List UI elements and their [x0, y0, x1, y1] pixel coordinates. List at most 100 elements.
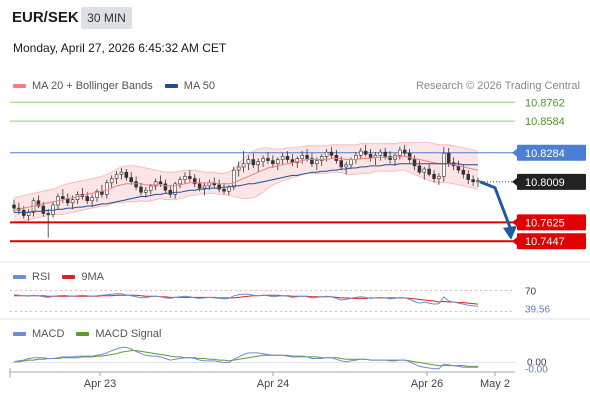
- candle-body: [417, 165, 422, 173]
- macd-swatch: [13, 332, 26, 336]
- candle-body: [407, 152, 412, 160]
- candle-body: [148, 185, 153, 191]
- candle-body: [471, 179, 475, 183]
- candle-body: [105, 182, 109, 195]
- candle-body: [256, 161, 260, 166]
- candle-body: [432, 174, 436, 179]
- candle-body: [12, 204, 16, 209]
- rsi-ma-swatch: [62, 275, 76, 279]
- candle-body: [319, 156, 324, 161]
- macd-legend: MACD MACD Signal: [13, 328, 173, 340]
- candle-body: [305, 155, 309, 159]
- support-2-label: 10.7447: [525, 236, 565, 248]
- instrument-symbol: EUR/SEK: [12, 9, 79, 26]
- support-1-badge-pointer: [512, 218, 517, 227]
- candle-body: [114, 174, 119, 179]
- forecast-arrowhead: [503, 225, 517, 240]
- rsi-swatch: [13, 275, 26, 279]
- candle-body: [192, 178, 197, 185]
- candle-body: [378, 151, 383, 156]
- ma50-swatch: [164, 84, 178, 88]
- candle-body: [300, 155, 304, 159]
- candle-body: [129, 177, 133, 183]
- pivot-badge: [517, 144, 586, 161]
- candle-body: [183, 176, 187, 180]
- candle-body: [95, 190, 99, 198]
- candle-body: [241, 163, 246, 168]
- candle-body: [109, 178, 114, 184]
- candle-body: [197, 183, 202, 189]
- price-legend: MA 20 + Bollinger Bands MA 50: [13, 80, 227, 92]
- candle-body: [271, 160, 275, 165]
- candle-body: [280, 156, 285, 160]
- rsi-legend: RSI 9MA: [13, 271, 116, 283]
- candle-body: [383, 151, 387, 157]
- macd-signal-swatch: [76, 332, 90, 336]
- candle-body: [232, 169, 236, 188]
- legend-item-rsi-ma: 9MA: [62, 271, 104, 283]
- candle-body: [466, 174, 470, 180]
- candle-body: [46, 213, 50, 215]
- x-tick-label: Apr 24: [257, 378, 289, 390]
- legend-label-macd-signal: MACD Signal: [95, 328, 162, 340]
- macd-line: [13, 346, 478, 370]
- candle-body: [329, 151, 334, 156]
- candle-body: [36, 200, 41, 207]
- candle-body: [222, 188, 226, 192]
- candle-body: [70, 199, 75, 204]
- candle-body: [134, 181, 138, 188]
- candle-body: [275, 159, 280, 165]
- legend-label-ma20: MA 20 + Bollinger Bands: [32, 80, 153, 92]
- legend-label-macd: MACD: [32, 328, 65, 340]
- candle-body: [251, 159, 256, 166]
- candle-body: [324, 151, 329, 157]
- current-badge: [517, 173, 586, 190]
- candle-body: [339, 160, 344, 168]
- candle-body: [261, 158, 265, 162]
- candle-body: [188, 176, 192, 179]
- resistance-1-label: 10.8584: [525, 116, 565, 128]
- candle-body: [412, 159, 417, 167]
- timeframe-badge[interactable]: 30 MIN: [81, 7, 132, 29]
- legend-item-macd-signal: MACD Signal: [76, 328, 161, 340]
- candle-body: [163, 183, 168, 191]
- candle-body: [315, 160, 319, 165]
- candle-body: [344, 164, 348, 168]
- candle-body: [41, 205, 46, 214]
- rsi-ma-line: [14, 294, 479, 305]
- support-2-badge-pointer: [512, 237, 517, 246]
- legend-label-rsi: RSI: [32, 271, 51, 283]
- current-badge-pointer: [512, 177, 517, 186]
- candle-body: [168, 189, 173, 195]
- candle-body: [124, 171, 129, 178]
- support-1-label: 10.7625: [525, 217, 565, 229]
- candle-body: [422, 168, 427, 173]
- candle-body: [178, 179, 182, 185]
- candle-body: [173, 183, 177, 195]
- candle-body: [368, 153, 373, 158]
- candle-body: [388, 156, 392, 160]
- candle-body: [437, 176, 441, 179]
- x-tick-label: Apr 23: [84, 378, 116, 390]
- candle-body: [476, 180, 480, 183]
- candle-body: [446, 152, 451, 164]
- macd-current-value: -0.00: [525, 364, 548, 375]
- candle-body: [427, 168, 431, 175]
- legend-item-macd: MACD: [13, 328, 64, 340]
- bollinger-band-fill: [14, 142, 478, 223]
- candle-body: [246, 159, 251, 165]
- candle-body: [349, 159, 353, 166]
- candle-body: [153, 181, 158, 187]
- legend-item-rsi: RSI: [13, 271, 50, 283]
- support-2-badge: [517, 233, 586, 250]
- forecast-arrow-line: [479, 180, 513, 231]
- x-tick-label: Apr 26: [411, 378, 443, 390]
- rsi-current-value: 39.56: [525, 304, 550, 315]
- legend-label-rsi-ma: 9MA: [81, 271, 104, 283]
- candle-body: [90, 197, 94, 202]
- ma20-line: [13, 155, 479, 211]
- candle-body: [461, 169, 466, 175]
- candle-body: [236, 166, 241, 171]
- chart-datetime: Monday, April 27, 2026 6:45:32 AM CET: [13, 41, 227, 55]
